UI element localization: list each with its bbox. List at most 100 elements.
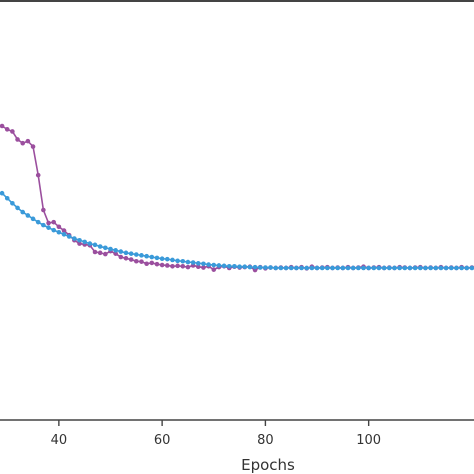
data-point: [319, 265, 325, 271]
data-point: [51, 219, 56, 225]
data-point: [4, 127, 10, 132]
data-point: [139, 259, 144, 264]
data-point: [412, 265, 418, 271]
data-point: [41, 222, 46, 228]
data-point: [345, 265, 351, 271]
data-point: [97, 250, 103, 256]
data-point: [190, 260, 196, 265]
data-point: [61, 232, 67, 237]
data-point: [418, 265, 423, 271]
data-point: [361, 265, 366, 271]
data-point: [454, 265, 459, 271]
data-point: [77, 241, 82, 246]
data-point: [242, 264, 248, 270]
data-point: [149, 254, 155, 260]
data-point: [149, 260, 155, 266]
data-point: [159, 256, 165, 262]
data-point: [123, 255, 129, 261]
data-point: [237, 264, 242, 270]
data-point: [257, 265, 263, 270]
data-point: [268, 265, 273, 270]
data-point: [438, 265, 444, 271]
data-point: [397, 265, 402, 271]
data-point: [221, 263, 227, 269]
data-point: [159, 262, 165, 268]
data-point: [216, 263, 222, 268]
series-1: [0, 190, 474, 271]
data-point: [113, 248, 118, 253]
data-point: [154, 255, 160, 261]
data-point: [433, 265, 439, 271]
data-point: [309, 265, 315, 271]
data-point: [128, 251, 134, 256]
data-point: [299, 265, 304, 271]
data-point: [30, 144, 36, 149]
series-layer: [0, 123, 474, 273]
data-point: [144, 253, 149, 259]
data-point: [82, 239, 87, 245]
data-point: [170, 257, 175, 263]
data-point: [123, 250, 129, 256]
data-point: [72, 236, 77, 241]
data-point: [464, 265, 470, 271]
data-point: [0, 123, 5, 129]
data-point: [175, 263, 180, 269]
data-point: [134, 252, 139, 257]
data-point: [87, 241, 93, 246]
data-point: [118, 254, 124, 260]
data-point: [325, 265, 330, 271]
data-point: [443, 265, 449, 271]
data-point: [56, 224, 62, 230]
data-point: [103, 251, 108, 257]
data-point: [180, 263, 186, 269]
data-point: [304, 265, 310, 271]
data-point: [77, 237, 82, 243]
data-point: [108, 246, 113, 252]
data-point: [371, 265, 377, 271]
data-point: [51, 227, 56, 233]
data-point: [46, 220, 51, 226]
data-point: [376, 265, 382, 271]
x-tick-label: 80: [257, 433, 274, 448]
data-point: [134, 258, 139, 264]
data-point: [164, 263, 170, 268]
data-point: [20, 140, 26, 146]
data-point: [402, 265, 408, 271]
data-point: [10, 200, 15, 206]
data-point: [118, 249, 124, 254]
data-point: [30, 216, 36, 222]
data-point: [273, 265, 279, 271]
data-point: [381, 265, 387, 271]
data-point: [247, 264, 253, 270]
x-tick-label: 60: [154, 433, 171, 448]
data-point: [10, 129, 15, 134]
data-point: [92, 242, 98, 248]
data-point: [459, 265, 464, 271]
data-point: [61, 228, 67, 233]
data-point: [15, 205, 20, 211]
data-point: [195, 261, 201, 266]
x-axis-title: Epochs: [241, 456, 295, 474]
data-point: [139, 253, 144, 258]
data-point: [366, 265, 371, 271]
data-point: [170, 263, 175, 269]
data-point: [252, 264, 258, 270]
data-point: [185, 264, 191, 270]
data-point: [387, 265, 392, 271]
data-point: [423, 265, 428, 271]
data-point: [164, 256, 170, 262]
data-point: [428, 265, 433, 271]
data-point: [407, 265, 413, 271]
data-point: [35, 219, 41, 225]
data-point: [195, 264, 201, 270]
data-point: [175, 258, 180, 264]
data-point: [350, 265, 356, 271]
data-point: [103, 245, 108, 251]
data-point: [330, 265, 335, 271]
data-point: [288, 265, 294, 271]
x-axis-ticks: 40 60 80 100: [51, 420, 381, 448]
data-point: [92, 249, 98, 255]
data-point: [35, 172, 41, 178]
data-point: [97, 244, 103, 249]
